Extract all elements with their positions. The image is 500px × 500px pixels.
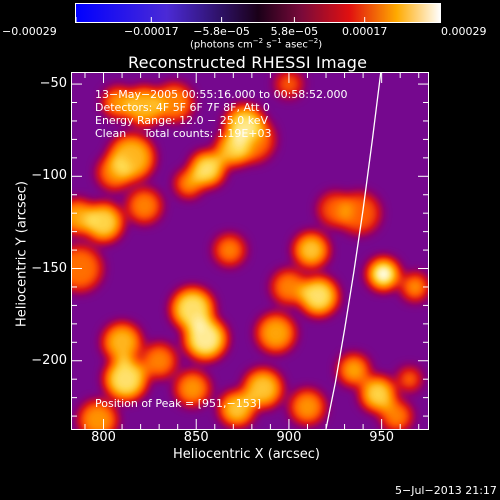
emission-source-33 bbox=[339, 355, 369, 385]
solar-limb-curve bbox=[325, 73, 382, 429]
emission-source-25 bbox=[229, 117, 275, 162]
emission-source-30 bbox=[339, 192, 380, 234]
colorbar bbox=[75, 3, 441, 23]
emission-source-24 bbox=[272, 270, 306, 304]
emission-source-21 bbox=[220, 392, 254, 426]
emission-source-10 bbox=[72, 200, 95, 234]
x-tick-label-2: 900 bbox=[276, 430, 302, 445]
emission-source-32 bbox=[402, 273, 428, 300]
axis-tick-marks bbox=[72, 73, 428, 429]
annotation-energy: Energy Range: 12.0 − 25.0 keV bbox=[95, 114, 269, 127]
emission-source-8 bbox=[97, 155, 132, 190]
emission-source-18 bbox=[185, 318, 226, 360]
emission-source-2 bbox=[155, 83, 193, 122]
emission-source-34 bbox=[361, 377, 395, 411]
emission-source-23 bbox=[257, 314, 295, 352]
y-tick-label-1: −100 bbox=[31, 168, 67, 184]
emission-source-20 bbox=[214, 235, 245, 265]
plot-frame bbox=[71, 72, 429, 430]
x-tick-label-0: 800 bbox=[91, 430, 116, 445]
emission-source-9 bbox=[84, 203, 123, 241]
emission-source-26 bbox=[294, 233, 328, 267]
emission-source-14 bbox=[105, 358, 147, 400]
annotation-detectors: Detectors: 4F 5F 6F 7F 8F, Att 0 bbox=[95, 101, 270, 114]
emission-source-28 bbox=[290, 390, 325, 424]
chart-title: Reconstructed RHESSI Image bbox=[128, 53, 368, 72]
emission-source-37 bbox=[275, 73, 302, 98]
colorbar-tick-label-5: 0.00029 bbox=[441, 25, 487, 38]
annotation-peak: Position of Peak = [951,−153] bbox=[95, 397, 262, 410]
y-tick-label-0: −50 bbox=[39, 76, 67, 92]
y-tick-label-3: −200 bbox=[31, 352, 67, 368]
emission-source-19 bbox=[175, 371, 210, 406]
y-tick-label-2: −150 bbox=[31, 260, 67, 276]
x-tick-label-3: 950 bbox=[369, 430, 395, 445]
colorbar-tick-label-3: 5.8e−05 bbox=[270, 25, 319, 38]
colorbar-tick-label-4: 0.00017 bbox=[341, 25, 388, 38]
y-axis-label: Heliocentric Y (arcsec) bbox=[14, 181, 30, 327]
emission-source-0 bbox=[103, 87, 134, 118]
emission-source-22 bbox=[244, 369, 282, 407]
emission-source-31 bbox=[368, 259, 399, 289]
emission-sources bbox=[72, 73, 428, 429]
emission-source-35 bbox=[381, 401, 412, 429]
emission-source-36 bbox=[398, 368, 421, 391]
footer-date: 5−Jul−2013 21:17 bbox=[395, 484, 497, 497]
x-tick-label-1: 850 bbox=[183, 430, 209, 445]
colorbar-tick-label-1: −0.00017 bbox=[123, 25, 179, 38]
emission-source-6 bbox=[175, 170, 202, 197]
emission-source-12 bbox=[127, 189, 161, 223]
colorbar-tick-label-2: −5.8e−05 bbox=[193, 25, 250, 38]
emission-source-16 bbox=[142, 344, 176, 378]
emission-source-11 bbox=[72, 246, 102, 291]
emission-source-27 bbox=[300, 277, 338, 315]
emission-source-15 bbox=[79, 401, 117, 429]
colorbar-tick-marks bbox=[75, 17, 441, 22]
plot-background bbox=[72, 73, 428, 429]
x-axis-label: Heliocentric X (arcsec) bbox=[173, 447, 320, 462]
heatmap-plot bbox=[71, 72, 429, 430]
colorbar-tick-label-0: −0.00029 bbox=[2, 25, 57, 38]
emission-source-1 bbox=[125, 87, 163, 125]
emission-source-13 bbox=[103, 323, 141, 361]
colorbar-units: (photons cm−2 s−1 asec−2) bbox=[190, 37, 323, 51]
annotation-block: 13−May−2005 00:55:16.000 to 00:58:52.000… bbox=[95, 88, 348, 140]
colorbar-gradient bbox=[75, 3, 441, 23]
annotation-counts: Clean Total counts: 1.19E+03 bbox=[95, 127, 272, 140]
annotation-time: 13−May−2005 00:55:16.000 to 00:58:52.000 bbox=[95, 88, 348, 101]
